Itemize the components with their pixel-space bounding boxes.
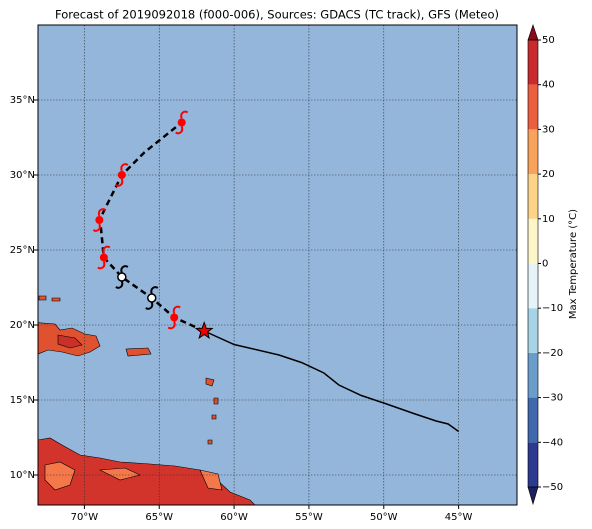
colorbar-tick-label: 30 bbox=[542, 124, 555, 135]
hurricane-marker-arms bbox=[97, 245, 111, 270]
hurricane-marker-eye bbox=[177, 118, 186, 127]
hurricane-marker-eye bbox=[95, 216, 104, 224]
forecast-track bbox=[98, 121, 205, 333]
current-position bbox=[194, 321, 214, 340]
past-track bbox=[203, 330, 460, 433]
colorbar-tick-label: −20 bbox=[542, 348, 563, 359]
islands bbox=[38, 295, 219, 445]
storm-marker-eye bbox=[147, 293, 157, 303]
ocean bbox=[38, 25, 517, 505]
colorbar-bin bbox=[528, 352, 538, 398]
storm-marker-arms bbox=[115, 265, 129, 289]
hurricane-marker bbox=[167, 305, 181, 330]
x-tick-label: 65°W bbox=[145, 512, 173, 523]
colorbar-tick-label: −10 bbox=[542, 303, 563, 314]
hurricane-marker bbox=[97, 245, 111, 270]
colorbar-bin bbox=[528, 84, 538, 130]
colorbar-tick-label: 0 bbox=[542, 259, 548, 270]
south-america bbox=[38, 437, 256, 505]
x-tick-label: 50°W bbox=[370, 512, 398, 523]
y-tick-label: 10°N bbox=[10, 470, 35, 481]
colorbar-bin bbox=[528, 40, 538, 85]
hurricane-marker-arms bbox=[92, 208, 106, 232]
x-tick-label: 70°W bbox=[71, 512, 99, 523]
south-america-inland bbox=[44, 461, 76, 491]
storm-marker bbox=[115, 265, 129, 289]
y-tick-label: 25°N bbox=[10, 245, 35, 256]
hurricane-marker-eye bbox=[170, 313, 179, 322]
colorbar-extend-low bbox=[527, 486, 539, 506]
grid bbox=[38, 25, 517, 505]
colorbar-tick-label: −50 bbox=[542, 482, 563, 493]
title: Forecast of 2019092018 (f000-006), Sourc… bbox=[55, 8, 499, 22]
hurricane-marker bbox=[115, 163, 129, 187]
hurricane-marker bbox=[175, 110, 189, 135]
puerto-rico bbox=[125, 347, 152, 357]
land bbox=[38, 295, 256, 505]
colorbar-bin bbox=[528, 174, 538, 219]
colorbar-tick-label: 50 bbox=[542, 35, 555, 46]
map-frame bbox=[37, 24, 518, 506]
tracks bbox=[92, 110, 460, 433]
colorbar-tick-label: 20 bbox=[542, 169, 555, 180]
x-tick-label: 45°W bbox=[445, 512, 473, 523]
hurricane-marker-eye bbox=[99, 253, 108, 262]
colorbar-tick-label: 10 bbox=[542, 214, 555, 225]
hurricane-marker-arms bbox=[175, 110, 189, 135]
storm-marker-arms bbox=[145, 286, 159, 310]
y-tick-label: 15°N bbox=[10, 395, 35, 406]
colorbar-bin bbox=[528, 442, 538, 487]
colorbar-bin bbox=[528, 263, 538, 309]
storm-marker-eye bbox=[117, 272, 127, 282]
hurricane-marker-arms bbox=[115, 163, 129, 187]
y-tick-label: 30°N bbox=[10, 170, 35, 181]
colorbar-tick-label: 40 bbox=[542, 80, 555, 91]
y-tick-label: 35°N bbox=[10, 95, 35, 106]
colorbar-bin bbox=[528, 397, 538, 443]
hurricane-marker-arms bbox=[167, 305, 181, 330]
colorbar-tick-label: −30 bbox=[542, 393, 563, 404]
colorbar-bin bbox=[528, 129, 538, 175]
colorbar-bin bbox=[528, 308, 538, 353]
hispaniola-inland bbox=[57, 334, 83, 349]
y-tick-label: 20°N bbox=[10, 320, 35, 331]
colorbar-extend-high bbox=[527, 24, 539, 41]
hurricane-marker bbox=[92, 208, 106, 232]
colorbar-bin bbox=[528, 218, 538, 264]
storm-marker bbox=[145, 286, 159, 310]
x-tick-label: 60°W bbox=[220, 512, 248, 523]
colorbar-label: Max Temperature (°C) bbox=[568, 209, 579, 319]
hurricane-marker-eye bbox=[117, 171, 126, 179]
x-tick-label: 55°W bbox=[295, 512, 323, 523]
colorbar-tick-label: −40 bbox=[542, 437, 563, 448]
